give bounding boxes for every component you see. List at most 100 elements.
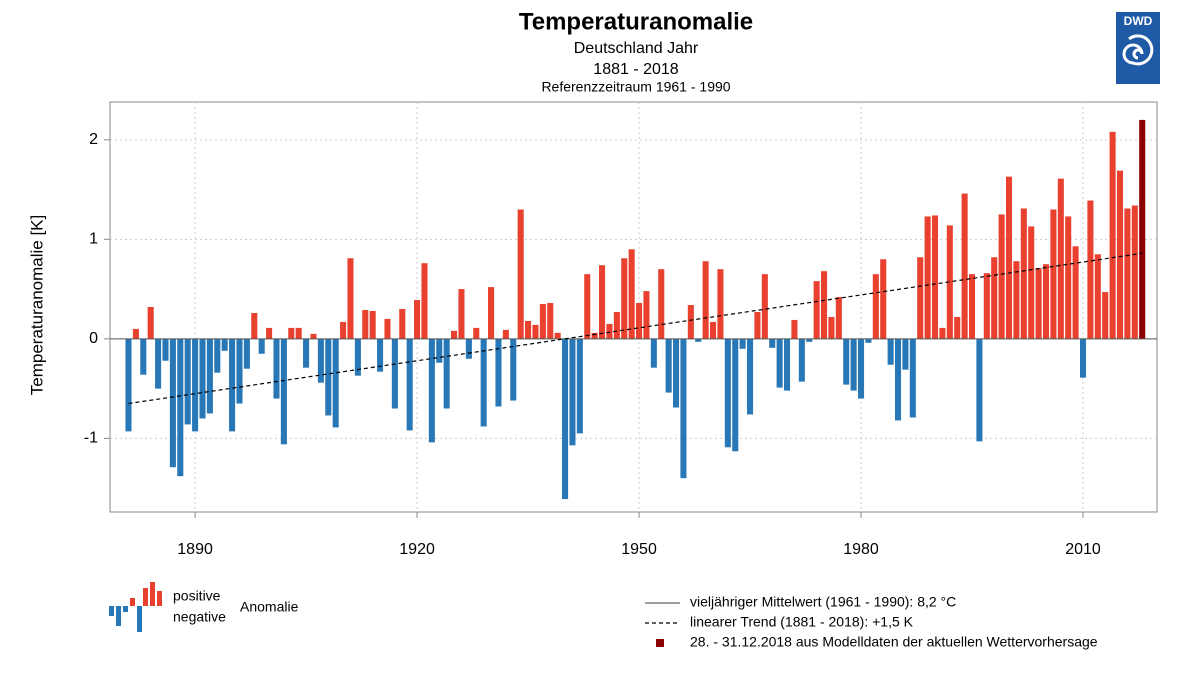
bar bbox=[1072, 246, 1079, 339]
bar bbox=[1035, 268, 1042, 339]
bar bbox=[761, 274, 768, 339]
bar bbox=[1005, 176, 1013, 339]
bar bbox=[147, 307, 154, 339]
bar bbox=[991, 257, 998, 339]
bar bbox=[1013, 261, 1020, 339]
bar bbox=[539, 304, 546, 339]
x-tick-label: 2010 bbox=[1065, 541, 1101, 558]
bar bbox=[362, 309, 369, 339]
bar bbox=[480, 338, 487, 427]
bar bbox=[917, 257, 924, 339]
icon-bar bbox=[130, 598, 135, 606]
bar bbox=[192, 338, 199, 432]
bar bbox=[909, 338, 916, 418]
plot-frame bbox=[109, 101, 1158, 513]
icon-bar bbox=[109, 606, 114, 616]
bar bbox=[865, 338, 872, 343]
reference: Referenzzeitraum 1961 - 1990 bbox=[541, 79, 730, 95]
legend-marker bbox=[656, 639, 664, 647]
x-tick-label: 1980 bbox=[843, 541, 879, 558]
bar bbox=[199, 338, 206, 419]
bar bbox=[428, 338, 435, 443]
bar bbox=[162, 338, 169, 361]
bar bbox=[443, 338, 450, 409]
bar bbox=[377, 338, 384, 372]
bar bbox=[169, 338, 176, 468]
bar bbox=[436, 338, 443, 363]
bar bbox=[665, 338, 672, 393]
anomaly-legend-icon bbox=[109, 582, 162, 632]
legend-label: 28. - 31.12.2018 aus Modelldaten der akt… bbox=[690, 634, 1098, 650]
bar bbox=[1020, 208, 1027, 339]
bar bbox=[724, 338, 731, 448]
bar bbox=[961, 193, 968, 339]
bar bbox=[332, 338, 339, 428]
bar bbox=[584, 274, 591, 339]
subtitle: Deutschland Jahr bbox=[574, 40, 699, 57]
bar bbox=[1102, 292, 1109, 339]
bar bbox=[673, 338, 680, 408]
bar bbox=[983, 273, 990, 339]
bar bbox=[280, 338, 287, 445]
bar bbox=[747, 338, 754, 415]
bar bbox=[1042, 264, 1050, 339]
bar bbox=[369, 310, 376, 339]
bar bbox=[465, 338, 472, 359]
bar bbox=[606, 323, 613, 339]
bar bbox=[687, 305, 694, 339]
bar bbox=[776, 338, 783, 388]
y-tick-label: 2 bbox=[89, 131, 98, 148]
icon-bar bbox=[116, 606, 121, 626]
x-tick-label: 1950 bbox=[621, 541, 657, 558]
bar bbox=[784, 338, 791, 391]
bar bbox=[813, 281, 820, 339]
bar bbox=[347, 258, 354, 339]
y-axis-label: Temperaturanomalie [K] bbox=[27, 215, 46, 395]
bar bbox=[636, 303, 643, 339]
bar bbox=[702, 261, 709, 339]
bar bbox=[894, 338, 902, 421]
bar bbox=[414, 300, 421, 339]
bar bbox=[266, 327, 273, 339]
bar bbox=[924, 216, 931, 339]
bar bbox=[798, 338, 805, 382]
icon-bar bbox=[137, 606, 142, 632]
bar bbox=[251, 312, 258, 339]
bar bbox=[473, 327, 480, 339]
bar bbox=[806, 338, 813, 342]
bar bbox=[288, 327, 295, 339]
bar bbox=[946, 225, 953, 339]
bar bbox=[931, 215, 939, 339]
trend-line bbox=[128, 252, 1143, 405]
bar bbox=[887, 338, 894, 365]
bar bbox=[710, 321, 717, 339]
bar bbox=[658, 269, 665, 339]
y-tick-label: 1 bbox=[89, 231, 98, 248]
bar bbox=[458, 289, 465, 339]
bar bbox=[1028, 226, 1035, 339]
x-tick-label: 1890 bbox=[177, 541, 213, 558]
bar bbox=[391, 338, 398, 409]
bar bbox=[177, 338, 184, 477]
bar bbox=[828, 316, 835, 339]
bar bbox=[502, 329, 509, 339]
bar bbox=[621, 258, 628, 339]
bar bbox=[214, 338, 221, 373]
bar bbox=[399, 308, 406, 339]
bar bbox=[954, 316, 961, 339]
bar bbox=[1094, 254, 1101, 339]
bar bbox=[613, 311, 620, 339]
bar bbox=[1124, 208, 1131, 339]
bar bbox=[206, 338, 213, 414]
bar bbox=[510, 338, 517, 401]
bar bbox=[998, 214, 1005, 339]
bar bbox=[843, 338, 850, 385]
legend-label: vieljähriger Mittelwert (1961 - 1990): 8… bbox=[690, 594, 956, 610]
bar bbox=[243, 338, 250, 369]
bar bbox=[591, 332, 598, 339]
bar bbox=[547, 303, 554, 339]
bar bbox=[532, 324, 539, 339]
bar bbox=[680, 338, 687, 479]
bar bbox=[650, 338, 657, 368]
